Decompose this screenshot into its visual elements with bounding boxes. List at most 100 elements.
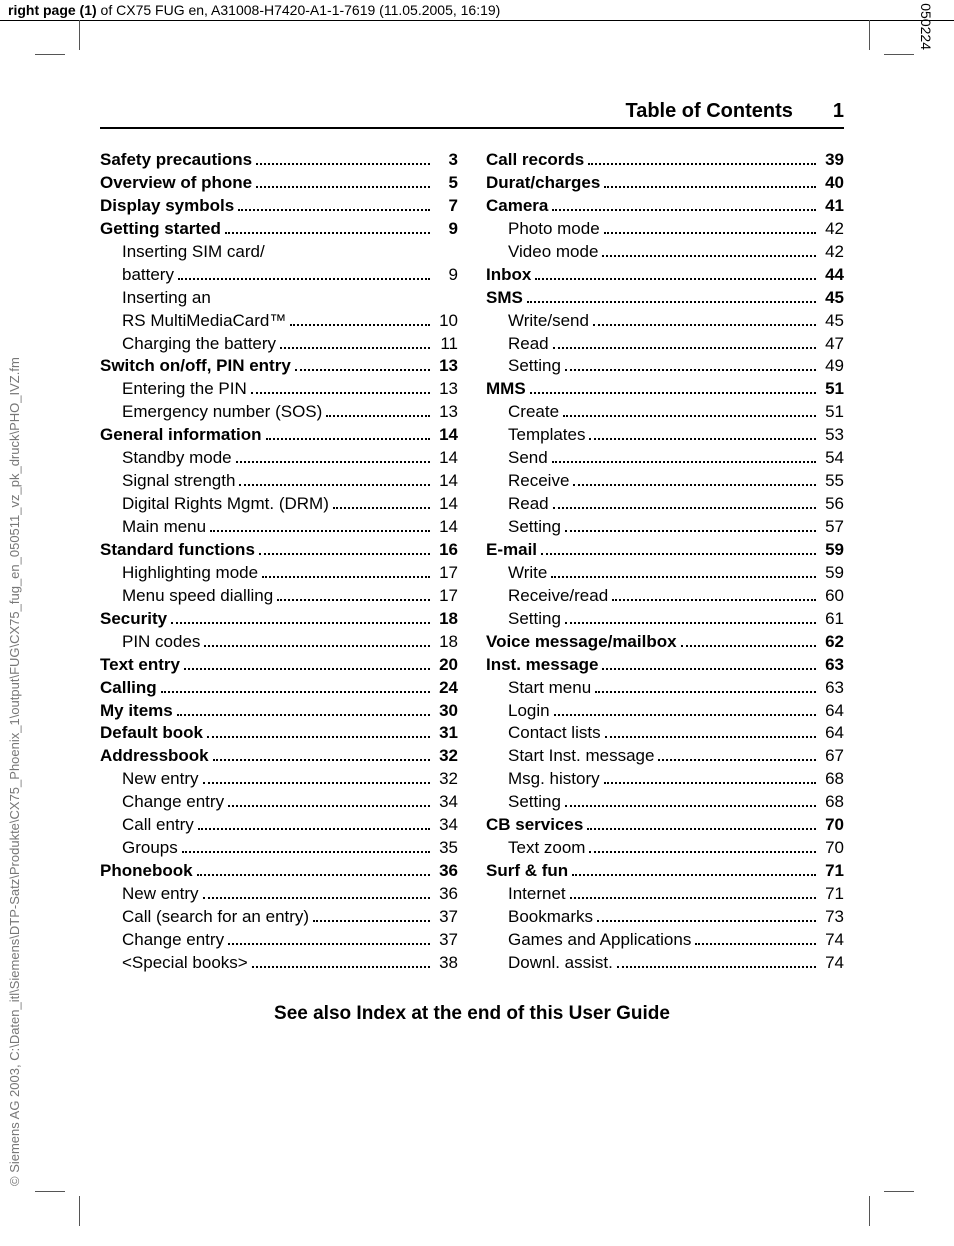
toc-label: Inserting SIM card/ — [122, 241, 265, 264]
toc-entry: Setting68 — [486, 791, 844, 814]
toc-page: 17 — [434, 585, 458, 608]
toc-label: Call records — [486, 149, 584, 172]
toc-entry: Phonebook36 — [100, 860, 458, 883]
leader-dots — [259, 541, 430, 555]
top-banner: right page (1) of CX75 FUG en, A31008-H7… — [0, 0, 954, 21]
toc-label: Photo mode — [508, 218, 600, 241]
toc-label: Templates — [508, 424, 585, 447]
crop-mark-tr — [854, 40, 884, 70]
toc-label: My items — [100, 700, 173, 723]
toc-entry: Setting61 — [486, 608, 844, 631]
toc-label: Overview of phone — [100, 172, 252, 195]
toc-entry: Bookmarks73 — [486, 906, 844, 929]
leader-dots — [593, 312, 816, 326]
toc-entry: Send54 — [486, 447, 844, 470]
toc-entry: Inbox44 — [486, 264, 844, 287]
toc-entry: Standby mode14 — [100, 447, 458, 470]
toc-label: Calling — [100, 677, 157, 700]
toc-entry: Read47 — [486, 333, 844, 356]
toc-page: 45 — [820, 287, 844, 310]
leader-dots — [612, 587, 816, 601]
toc-entry: Emergency number (SOS)13 — [100, 401, 458, 424]
toc-entry: Receive55 — [486, 470, 844, 493]
leader-dots — [530, 381, 816, 395]
toc-entry: Write59 — [486, 562, 844, 585]
toc-page: 37 — [434, 906, 458, 929]
toc-entry-line1: Inserting SIM card/ — [100, 241, 458, 264]
toc-label: Setting — [508, 791, 561, 814]
toc-page: 38 — [434, 952, 458, 975]
leader-dots — [277, 587, 430, 601]
leader-dots — [604, 174, 816, 188]
toc-entry: Addressbook32 — [100, 745, 458, 768]
toc-page: 57 — [820, 516, 844, 539]
toc-label: Write — [508, 562, 547, 585]
toc-page: 37 — [434, 929, 458, 952]
leader-dots — [572, 862, 816, 876]
toc-entry: Menu speed dialling 17 — [100, 585, 458, 608]
toc-label: Msg. history — [508, 768, 600, 791]
toc-page: 74 — [820, 952, 844, 975]
toc-page: 24 — [434, 677, 458, 700]
toc-label: Menu speed dialling — [122, 585, 273, 608]
toc-page: 14 — [434, 447, 458, 470]
toc-entry-line1: Inserting an — [100, 287, 458, 310]
toc-label: Read — [508, 333, 549, 356]
toc-page: 34 — [434, 814, 458, 837]
toc-page: 73 — [820, 906, 844, 929]
toc-entry: Default book31 — [100, 722, 458, 745]
toc-page: 32 — [434, 745, 458, 768]
toc-label: Text entry — [100, 654, 180, 677]
toc-label: Digital Rights Mgmt. (DRM) — [122, 493, 329, 516]
toc-page: 13 — [434, 378, 458, 401]
toc-entry: CB services70 — [486, 814, 844, 837]
toc-page: 7 — [434, 195, 458, 218]
toc-label: Entering the PIN — [122, 378, 247, 401]
toc-page: 3 — [434, 149, 458, 172]
leader-dots — [177, 702, 430, 716]
leader-dots — [225, 220, 430, 234]
toc-entry: Downl. assist.74 — [486, 952, 844, 975]
crop-mark-tl — [65, 40, 95, 70]
toc-label: Receive — [508, 470, 569, 493]
toc-entry: SMS45 — [486, 287, 844, 310]
toc-page: 36 — [434, 883, 458, 906]
toc-entry: Games and Applications74 — [486, 929, 844, 952]
toc-page: 49 — [820, 355, 844, 378]
toc-entry: Setting57 — [486, 516, 844, 539]
leader-dots — [228, 931, 430, 945]
toc-page: 44 — [820, 264, 844, 287]
toc-page: 14 — [434, 493, 458, 516]
toc-entry: Setting49 — [486, 355, 844, 378]
toc-page: 20 — [434, 654, 458, 677]
toc-label: Text zoom — [508, 837, 585, 860]
toc-page: 13 — [434, 401, 458, 424]
leader-dots — [236, 450, 430, 464]
toc-page: 67 — [820, 745, 844, 768]
toc-entry: Login64 — [486, 700, 844, 723]
leader-dots — [551, 564, 816, 578]
toc-page: 16 — [434, 539, 458, 562]
toc-label: Standard functions — [100, 539, 255, 562]
leader-dots — [597, 908, 816, 922]
toc-page: 14 — [434, 424, 458, 447]
side-template-info: Template: X75, Version 2.2; VAR Language… — [918, 0, 934, 50]
page-header: Table of Contents 1 — [100, 100, 844, 129]
toc-entry: New entry32 — [100, 768, 458, 791]
toc-label: Getting started — [100, 218, 221, 241]
toc-entry: Groups35 — [100, 837, 458, 860]
toc-entry: Change entry34 — [100, 791, 458, 814]
toc-entry: Display symbols7 — [100, 195, 458, 218]
toc-entry: Text entry 20 — [100, 654, 458, 677]
toc-page: 9 — [434, 264, 458, 287]
leader-dots — [595, 679, 816, 693]
toc-label: Internet — [508, 883, 566, 906]
toc-entry-line2: RS MultiMediaCard™10 — [100, 310, 458, 333]
leader-dots — [563, 404, 816, 418]
leader-dots — [554, 702, 816, 716]
toc-entry: Entering the PIN 13 — [100, 378, 458, 401]
toc-page: 51 — [820, 378, 844, 401]
side-filepath: © Siemens AG 2003, C:\Daten_itl\Siemens\… — [7, 357, 22, 1186]
toc-label: Voice message/mailbox — [486, 631, 677, 654]
toc-page: 64 — [820, 700, 844, 723]
